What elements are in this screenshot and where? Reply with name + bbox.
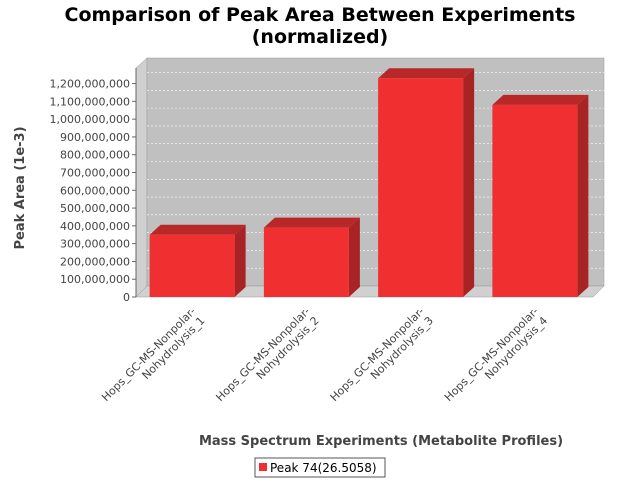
x-tick-label-line: Hops_GC-MS-Nonpolar- bbox=[328, 305, 427, 404]
y-tick-label: 400,000,000 bbox=[60, 220, 130, 233]
chart-title-line2: (normalized) bbox=[252, 26, 389, 48]
y-tick-label: 800,000,000 bbox=[60, 149, 130, 162]
x-tick-label-line: Hops_GC-MS-Nonpolar- bbox=[442, 305, 541, 404]
bar-top bbox=[378, 68, 475, 79]
y-axis-label: Peak Area (1e-3) bbox=[13, 126, 28, 249]
y-tick-label: 700,000,000 bbox=[60, 166, 130, 179]
x-tick-label: Hops_GC-MS-Nonpolar-Nohydrolysis_4 bbox=[442, 305, 550, 404]
legend-box bbox=[254, 457, 386, 478]
legend-label: Peak 74(26.5058) bbox=[270, 461, 377, 475]
bar bbox=[492, 94, 589, 297]
legend: Peak 74(26.5058) bbox=[254, 457, 386, 478]
y-tick-label: 600,000,000 bbox=[60, 184, 130, 197]
bars bbox=[149, 68, 589, 297]
bar-side bbox=[577, 94, 589, 297]
x-tick-label: Hops_GC-MS-Nonpolar-Nohydrolysis_1 bbox=[99, 305, 207, 404]
x-axis-ticks: Hops_GC-MS-Nonpolar-Nohydrolysis_1 Hops_G… bbox=[99, 305, 550, 404]
y-tick-label: 1,200,000,000 bbox=[50, 78, 130, 91]
chart-title-line1: Comparison of Peak Area Between Experime… bbox=[65, 4, 576, 26]
y-tick-label: 0 bbox=[123, 291, 130, 304]
bar-front bbox=[492, 104, 578, 297]
bar bbox=[149, 224, 246, 297]
bar-top bbox=[492, 94, 589, 105]
bar-top bbox=[263, 217, 360, 228]
bar bbox=[378, 68, 475, 297]
bar-side bbox=[234, 224, 246, 297]
x-tick-label: Hops_GC-MS-Nonpolar-Nohydrolysis_3 bbox=[328, 305, 436, 404]
y-tick-label: 100,000,000 bbox=[60, 273, 130, 286]
bar-top bbox=[149, 224, 246, 235]
x-tick-label: Hops_GC-MS-Nonpolar-Nohydrolysis_2 bbox=[213, 305, 321, 404]
bar-front bbox=[149, 234, 235, 297]
y-tick-label: 200,000,000 bbox=[60, 255, 130, 268]
x-tick-label-line: Hops_GC-MS-Nonpolar- bbox=[213, 305, 312, 404]
bar-side bbox=[348, 217, 360, 297]
bar-front bbox=[263, 227, 349, 297]
bar-front bbox=[378, 78, 464, 297]
y-tick-label: 1,000,000,000 bbox=[50, 113, 130, 126]
y-tick-label: 900,000,000 bbox=[60, 131, 130, 144]
bar-side bbox=[463, 68, 475, 297]
x-axis-label: Mass Spectrum Experiments (Metabolite Pr… bbox=[199, 434, 563, 449]
bar bbox=[263, 217, 360, 297]
plot-side-wall bbox=[135, 57, 148, 298]
legend-swatch bbox=[259, 463, 267, 471]
y-tick-label: 500,000,000 bbox=[60, 202, 130, 215]
y-tick-label: 300,000,000 bbox=[60, 238, 130, 251]
y-tick-label: 1,100,000,000 bbox=[50, 95, 130, 108]
x-tick-label-line: Hops_GC-MS-Nonpolar- bbox=[99, 305, 198, 404]
